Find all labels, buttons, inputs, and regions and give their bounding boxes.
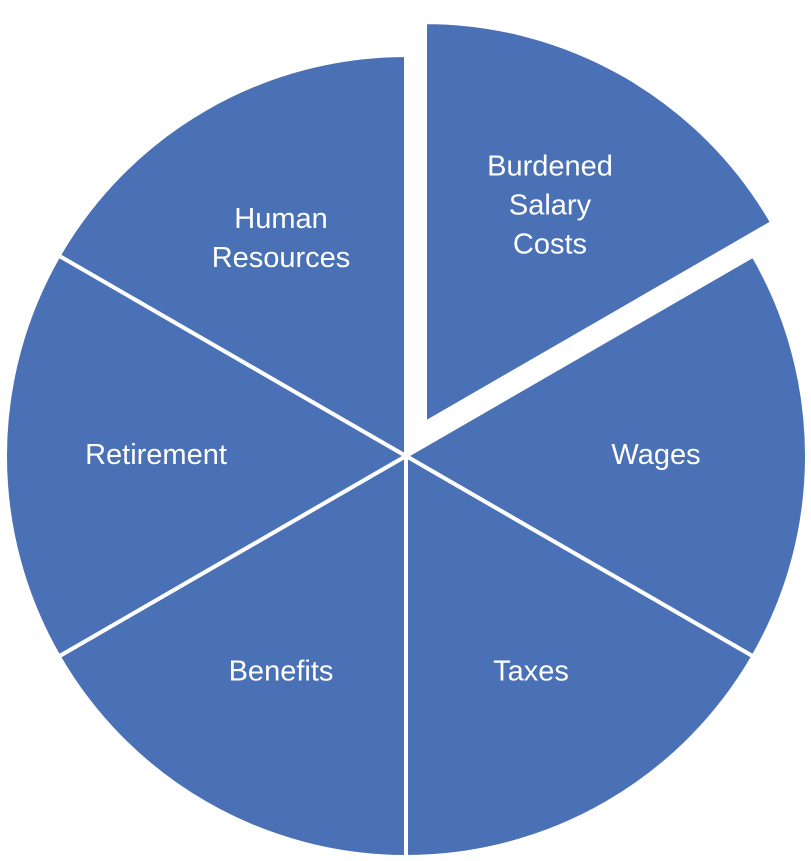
label-human-resources: Human Resources bbox=[212, 203, 351, 274]
label-line: Resources bbox=[212, 242, 351, 274]
label-line: Human bbox=[234, 203, 328, 235]
slice-burdened-salary-costs bbox=[423, 20, 776, 427]
label-wages: Wages bbox=[611, 439, 700, 471]
slices-layer bbox=[2, 20, 810, 860]
label-line: Taxes bbox=[493, 655, 569, 687]
slice-wages bbox=[401, 252, 810, 660]
slice-taxes bbox=[404, 452, 757, 860]
label-burdened-salary-costs: Burdened Salary Costs bbox=[487, 150, 613, 260]
slice-retirement bbox=[2, 252, 411, 660]
label-retirement: Retirement bbox=[85, 439, 227, 471]
slice-benefits bbox=[55, 452, 408, 860]
label-benefits: Benefits bbox=[229, 655, 334, 687]
label-taxes: Taxes bbox=[493, 655, 569, 687]
label-line: Benefits bbox=[229, 655, 334, 687]
label-line: Costs bbox=[513, 228, 587, 260]
label-line: Retirement bbox=[85, 439, 227, 471]
labels-layer: Burdened Salary Costs Wages Taxes Benefits Ret… bbox=[85, 150, 701, 687]
label-line: Wages bbox=[611, 439, 700, 471]
label-line: Salary bbox=[509, 189, 592, 221]
label-line: Burdened bbox=[487, 150, 613, 182]
slice-human-resources bbox=[55, 52, 408, 460]
